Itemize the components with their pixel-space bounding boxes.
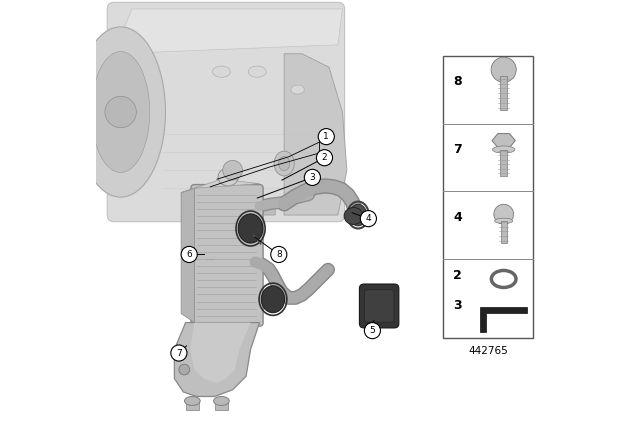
Text: -·-·-: -·-·- — [205, 257, 215, 263]
Text: 4: 4 — [453, 211, 462, 224]
Ellipse shape — [238, 214, 263, 243]
FancyBboxPatch shape — [360, 284, 399, 328]
Text: 3: 3 — [453, 298, 461, 311]
Polygon shape — [492, 134, 515, 147]
Ellipse shape — [493, 146, 515, 153]
Ellipse shape — [248, 66, 266, 77]
Circle shape — [223, 160, 243, 180]
Text: 6: 6 — [186, 250, 192, 259]
Ellipse shape — [76, 27, 165, 197]
Polygon shape — [181, 188, 195, 323]
Bar — [500, 150, 508, 176]
Polygon shape — [114, 9, 342, 54]
FancyBboxPatch shape — [191, 185, 263, 326]
Text: 2: 2 — [453, 268, 462, 281]
Circle shape — [494, 204, 513, 224]
Polygon shape — [481, 307, 527, 332]
Circle shape — [304, 169, 321, 185]
Circle shape — [271, 246, 287, 263]
Polygon shape — [181, 179, 260, 193]
Circle shape — [491, 57, 516, 82]
Text: 8: 8 — [276, 250, 282, 259]
Polygon shape — [221, 202, 275, 215]
Circle shape — [364, 323, 380, 339]
Text: 1: 1 — [323, 132, 329, 141]
Text: 5: 5 — [369, 326, 375, 335]
Bar — [500, 221, 507, 243]
FancyBboxPatch shape — [364, 290, 394, 322]
Polygon shape — [190, 323, 250, 383]
Text: 8: 8 — [453, 75, 461, 88]
Ellipse shape — [261, 286, 285, 313]
Ellipse shape — [349, 204, 367, 226]
Bar — [500, 77, 508, 110]
Ellipse shape — [291, 85, 305, 94]
Ellipse shape — [278, 156, 290, 171]
Bar — [186, 399, 199, 410]
Circle shape — [360, 211, 376, 227]
Ellipse shape — [495, 218, 513, 224]
Text: 442765: 442765 — [468, 346, 508, 356]
FancyBboxPatch shape — [107, 2, 344, 222]
Circle shape — [181, 246, 197, 263]
Circle shape — [316, 150, 333, 166]
Text: 3: 3 — [310, 173, 316, 182]
Circle shape — [171, 345, 187, 361]
Circle shape — [179, 364, 189, 375]
Ellipse shape — [344, 207, 363, 224]
Text: 2: 2 — [322, 153, 327, 162]
Ellipse shape — [184, 396, 200, 405]
Ellipse shape — [218, 168, 238, 186]
Text: 7: 7 — [176, 349, 182, 358]
Polygon shape — [284, 54, 347, 215]
Ellipse shape — [212, 66, 230, 77]
Text: 4: 4 — [365, 214, 371, 223]
Circle shape — [105, 96, 136, 128]
Ellipse shape — [214, 396, 229, 405]
Polygon shape — [174, 323, 260, 396]
Text: 7: 7 — [453, 143, 462, 156]
Circle shape — [318, 129, 334, 145]
Bar — [214, 399, 228, 410]
Bar — [443, 56, 532, 338]
Ellipse shape — [274, 151, 294, 176]
Ellipse shape — [92, 52, 150, 172]
